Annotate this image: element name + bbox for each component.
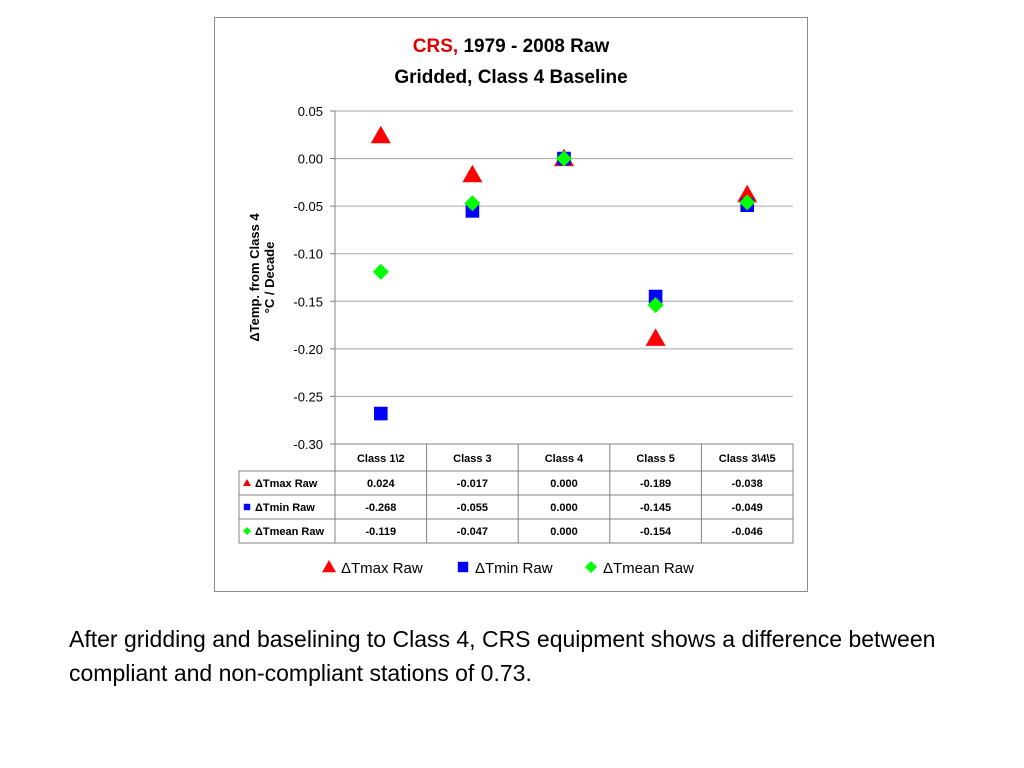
data-point-triangle	[737, 184, 758, 203]
category-label: Class 5	[636, 453, 675, 465]
data-point-square	[374, 406, 388, 421]
table-legend-key	[243, 527, 251, 535]
table-value: -0.049	[732, 502, 763, 514]
legend-label: ΔTmax Raw	[341, 560, 423, 577]
legend-key	[322, 560, 336, 573]
chart-title-rest: 1979 - 2008 Raw	[463, 36, 609, 57]
table-value: -0.047	[457, 526, 488, 538]
data-point-triangle	[645, 328, 666, 346]
chart-title-line2: Gridded, Class 4 Baseline	[394, 67, 627, 88]
caption-text: After gridding and baselining to Class 4…	[69, 626, 936, 686]
legend-label: ΔTmean Raw	[603, 560, 694, 577]
table-series-name: ΔTmax Raw	[255, 478, 318, 490]
y-tick-label: -0.15	[293, 294, 323, 309]
y-tick-label: -0.05	[293, 199, 323, 214]
table-value: -0.017	[457, 478, 488, 490]
y-tick-label: 0.00	[298, 152, 323, 167]
table-series-name: ΔTmin Raw	[255, 502, 315, 514]
category-label: Class 3\4\5	[719, 453, 776, 465]
legend-label: ΔTmin Raw	[475, 560, 553, 577]
table-value: -0.268	[365, 502, 396, 514]
y-tick-label: -0.25	[293, 389, 323, 404]
data-point-diamond	[739, 194, 756, 211]
legend-key	[585, 561, 597, 573]
data-point-diamond	[556, 150, 572, 167]
y-axis-label-line: °C / Decade	[262, 242, 277, 314]
chart-svg: CRS, 1979 - 2008 Raw Gridded, Class 4 Bas…	[238, 36, 794, 577]
y-tick-label: 0.05	[298, 104, 323, 119]
y-tick-label: -0.20	[293, 342, 323, 357]
table-value: -0.119	[366, 526, 397, 538]
data-point-triangle	[370, 125, 391, 144]
table-value: -0.038	[732, 478, 763, 490]
data-point-diamond	[647, 297, 664, 314]
y-tick-label: -0.30	[293, 437, 323, 452]
chart-frame: CRS, 1979 - 2008 Raw Gridded, Class 4 Bas…	[214, 17, 808, 592]
table-value: -0.145	[640, 502, 671, 514]
y-axis-label: ΔTemp. from Class 4°C / Decade	[247, 213, 277, 342]
data-point-diamond	[464, 195, 481, 212]
table-legend-key	[243, 479, 251, 486]
table-value: -0.154	[640, 526, 672, 538]
table-legend-key	[243, 503, 251, 511]
chart-title-highlight: CRS,	[413, 36, 464, 57]
y-axis-label-line: ΔTemp. from Class 4	[247, 213, 262, 342]
table-value: 0.000	[550, 478, 578, 490]
data-point-triangle	[462, 164, 483, 183]
table-value: -0.046	[732, 526, 763, 538]
chart-title-line1: CRS, 1979 - 2008 Raw	[413, 36, 610, 57]
table-value: 0.000	[550, 526, 578, 538]
table-value: 0.000	[550, 502, 578, 514]
table-value: -0.055	[457, 502, 488, 514]
y-tick-label: -0.10	[293, 247, 323, 262]
table-value: 0.024	[367, 478, 395, 490]
data-point-diamond	[372, 263, 389, 280]
category-label: Class 3	[453, 453, 492, 465]
legend-key	[457, 561, 469, 573]
table-series-name: ΔTmean Raw	[255, 526, 324, 538]
category-label: Class 4	[545, 453, 584, 465]
category-label: Class 1\2	[357, 453, 405, 465]
table-value: -0.189	[640, 478, 671, 490]
data-point-square	[648, 289, 663, 304]
